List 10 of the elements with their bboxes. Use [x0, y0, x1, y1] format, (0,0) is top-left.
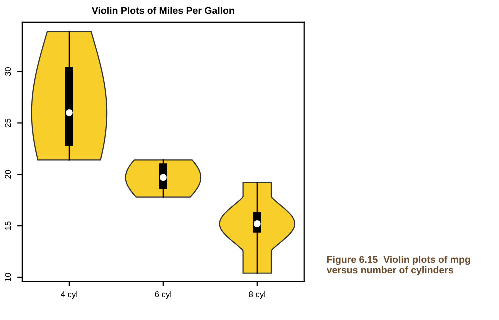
y-tick-label: 25 [5, 118, 12, 128]
y-tick-label: 20 [5, 170, 12, 179]
x-tick-label: 8 cyl [249, 291, 266, 300]
x-tick-label: 6 cyl [155, 291, 172, 300]
x-tick-label: 4 cyl [61, 291, 78, 300]
y-tick-label: 30 [5, 67, 12, 76]
y-tick-label: 10 [5, 273, 12, 282]
y-tick-label: 15 [5, 222, 12, 230]
caption: Figure 6.15 Violin plots of mpg versus number of cylinders [326, 256, 470, 276]
chart-title: Violin Plots of Miles Per Gallon [92, 7, 234, 14]
